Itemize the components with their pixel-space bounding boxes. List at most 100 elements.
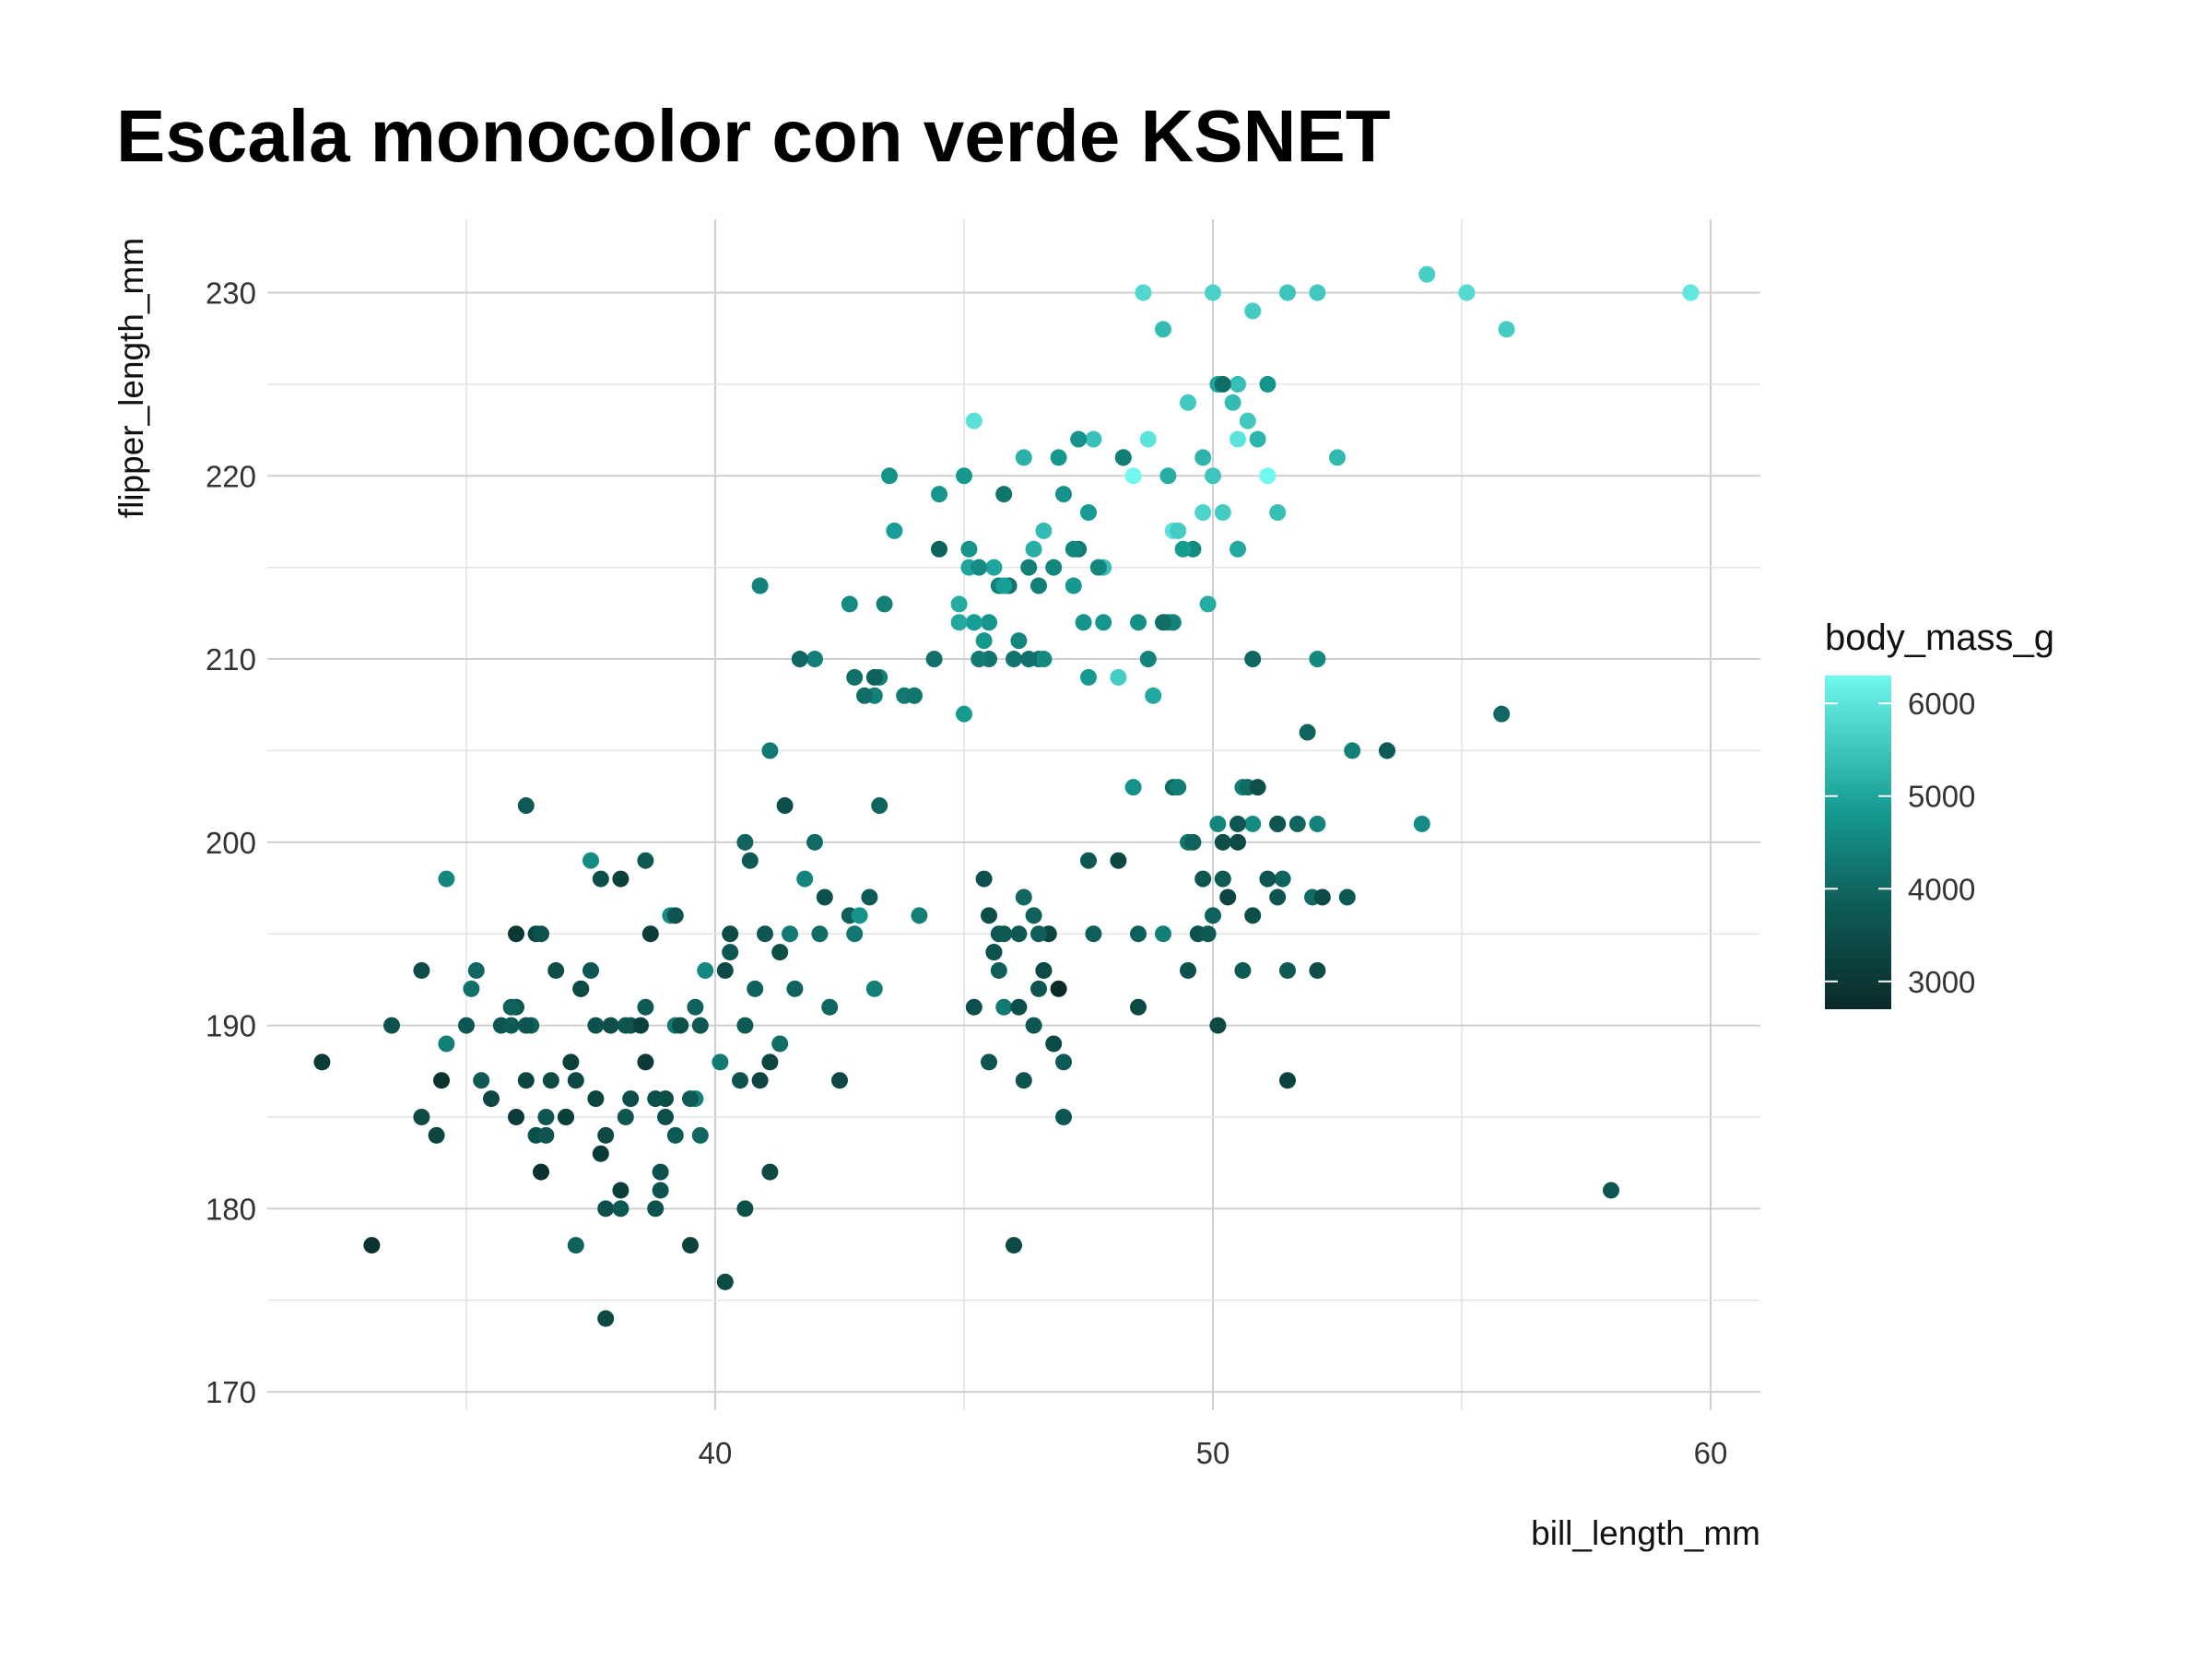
data-point [1035,522,1053,539]
data-point [1085,925,1102,943]
data-point [597,1126,615,1144]
data-point [637,1053,654,1071]
data-point [1269,888,1287,906]
y-tick-label: 210 [206,642,256,677]
data-point [517,1017,535,1034]
data-point [995,925,1013,943]
data-point [502,998,520,1016]
data-point [1309,651,1326,668]
data-point [1194,449,1212,466]
data-point [1313,888,1331,906]
data-point [736,1017,754,1034]
data-point [652,1182,669,1199]
data-point [1244,302,1262,320]
data-point [1139,430,1157,448]
data-point [682,1237,699,1254]
data-point [971,651,988,668]
data-point [981,1053,997,1071]
data-point [871,797,888,815]
data-point [1180,394,1196,411]
data-point [751,1072,769,1089]
data-point [796,870,814,888]
data-point [1035,961,1053,979]
data-point [1199,595,1217,613]
data-point [732,1072,748,1089]
data-point [1080,668,1097,686]
data-point [587,1017,605,1034]
data-point [761,1163,779,1181]
data-point [313,1053,331,1071]
data-point [1309,961,1326,979]
data-point [1055,486,1072,503]
data-point [931,486,947,503]
data-point [666,1126,684,1144]
data-point [995,486,1013,503]
data-point [647,1090,665,1108]
data-point [672,1017,689,1034]
data-point [1055,1108,1072,1125]
data-point [537,1126,555,1144]
data-point [1020,651,1038,668]
data-point [691,1126,709,1144]
y-tick-label: 170 [206,1375,256,1409]
data-point [1458,284,1476,301]
data-point [1170,522,1187,539]
data-point [1035,651,1053,668]
data-point [1249,779,1266,796]
data-point [1603,1182,1619,1199]
data-point [1110,668,1127,686]
data-point [886,522,903,539]
data-point [1010,925,1028,943]
data-point [1244,815,1262,832]
data-point [508,925,524,943]
data-point [1344,742,1361,759]
data-point [438,1035,455,1053]
data-point [1030,577,1047,594]
data-point [1194,870,1212,888]
data-point [876,595,893,613]
data-point [463,980,480,997]
data-point [1230,833,1246,851]
data-point [1338,888,1356,906]
y-axis-ticks: 170 180 190 200 210 220 230 [206,276,256,1410]
data-point [1085,430,1102,448]
legend-tick-label: 6000 [1908,687,1975,721]
legend-tick-label: 4000 [1908,872,1975,906]
data-point [632,1017,649,1034]
data-point [1299,724,1316,741]
data-point [1080,852,1097,869]
data-point [1259,375,1277,393]
data-point [1174,540,1192,558]
data-point [1155,321,1171,338]
data-point [995,998,1013,1016]
data-point [985,944,1003,961]
data-point [816,888,833,906]
data-point [1124,779,1142,796]
y-tick-label: 200 [206,826,256,860]
data-point [597,1310,615,1327]
data-point [1224,394,1241,411]
data-point [592,870,609,888]
legend-tick-label: 3000 [1908,965,1975,999]
data-point [791,651,808,668]
data-point [1214,833,1231,851]
data-point [1205,284,1221,301]
data-point [652,1163,669,1181]
data-point [1209,815,1227,832]
data-point [1234,961,1252,979]
data-point [687,998,704,1016]
data-point [975,870,993,888]
data-point [782,925,798,943]
data-point [502,1017,520,1034]
data-point [1244,651,1262,668]
data-point [567,1237,584,1254]
data-point [971,559,988,576]
data-point [1418,265,1436,283]
data-point [1045,559,1063,576]
data-point [1259,467,1277,485]
data-point [458,1017,475,1034]
data-point [911,907,928,924]
data-point [811,925,829,943]
data-point [865,980,883,997]
data-point [517,797,535,815]
